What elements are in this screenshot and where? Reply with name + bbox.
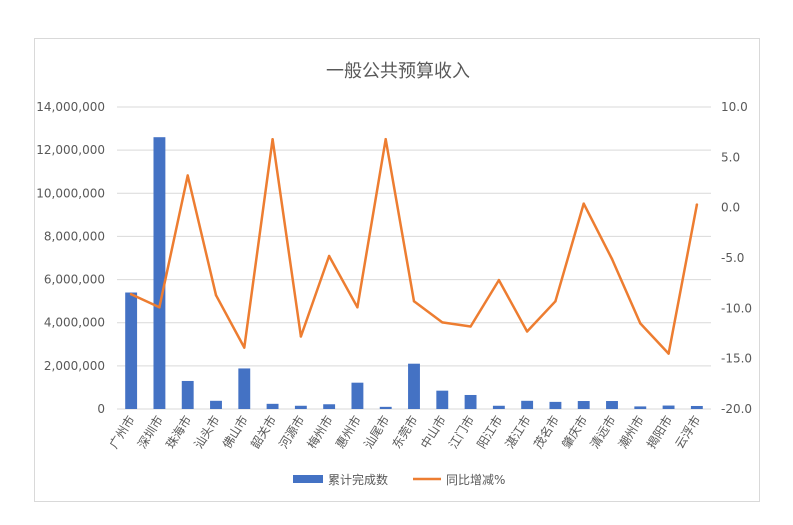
legend-label-line: 同比增减% — [446, 473, 505, 487]
chart-frame: 一般公共预算收入 0 2,000,000 4,000,000 6,000,000 8,0… — [34, 38, 760, 502]
line-point — [639, 322, 642, 325]
left-tick-label: 2,000,000 — [44, 359, 105, 373]
bar — [266, 403, 279, 409]
x-tick-label: 中山市 — [417, 413, 449, 451]
bar — [323, 404, 336, 409]
line-point — [610, 257, 614, 261]
x-tick-label: 江门市 — [445, 413, 477, 451]
legend: 累计完成数 同比增减% — [293, 472, 505, 487]
x-tick-label: 韶关市 — [247, 413, 279, 451]
line-point — [356, 306, 359, 309]
x-tick-label: 清远市 — [587, 413, 619, 451]
x-tick-label: 汕头市 — [191, 413, 223, 451]
bar — [351, 382, 364, 409]
bar-series — [125, 137, 703, 409]
line-point — [158, 306, 161, 309]
bar — [436, 390, 449, 409]
line-point — [525, 330, 529, 333]
line-point — [214, 294, 218, 297]
bar — [662, 405, 675, 409]
x-tick-label: 佛山市 — [219, 413, 251, 451]
bar — [577, 401, 590, 409]
bar — [464, 394, 477, 409]
right-tick-label: 10.0 — [721, 100, 748, 114]
line-point — [384, 138, 387, 141]
bar — [606, 401, 618, 409]
bar — [549, 401, 562, 409]
left-tick-label: 4,000,000 — [44, 316, 105, 330]
x-tick-label: 东莞市 — [389, 413, 421, 451]
bar — [294, 405, 307, 409]
x-tick-label: 潮州市 — [615, 413, 647, 451]
line-point — [186, 174, 189, 177]
left-tick-label: 14,000,000 — [36, 100, 105, 114]
left-tick-label: 8,000,000 — [44, 229, 105, 243]
bar — [408, 363, 420, 409]
line-point — [469, 325, 472, 328]
line-path — [129, 137, 699, 355]
line-point — [441, 321, 444, 324]
left-tick-label: 12,000,000 — [36, 143, 105, 157]
right-axis-ticks: -20.0 -15.0 -10.0 -5.0 0.0 5.0 10.0 — [721, 100, 752, 416]
left-axis-ticks: 0 2,000,000 4,000,000 6,000,000 8,000,000 10,… — [36, 100, 105, 416]
legend-label-bar: 累计完成数 — [328, 472, 388, 487]
right-tick-label: 0.0 — [721, 201, 740, 215]
x-tick-label: 阳江市 — [474, 413, 506, 451]
line-point — [327, 254, 331, 258]
bar — [238, 368, 251, 409]
x-tick-label: 惠州市 — [332, 413, 364, 451]
chart-title: 一般公共预算收入 — [326, 61, 470, 82]
x-tick-label: 河源市 — [276, 413, 308, 451]
bar — [492, 405, 505, 409]
chart: 一般公共预算收入 0 2,000,000 4,000,000 6,000,000 8,0… — [36, 61, 752, 487]
gridlines — [117, 106, 711, 410]
x-tick-label: 云浮市 — [672, 413, 704, 451]
right-tick-label: -5.0 — [721, 251, 744, 265]
line-point — [243, 346, 246, 349]
line-point — [129, 293, 133, 296]
x-tick-label: 茂名市 — [530, 413, 562, 451]
line-point — [695, 203, 699, 206]
x-tick-label: 肇庆市 — [558, 413, 590, 451]
legend-swatch-bar — [293, 475, 323, 483]
x-tick-label: 湛江市 — [502, 413, 534, 451]
bar — [125, 292, 138, 409]
line-point — [271, 138, 274, 141]
x-tick-label: 深圳市 — [134, 413, 166, 451]
line-point — [667, 352, 670, 355]
left-tick-label: 6,000,000 — [44, 273, 105, 287]
x-tick-label: 梅州市 — [304, 413, 336, 451]
x-tick-label: 汕尾市 — [360, 413, 392, 451]
bar — [521, 400, 534, 409]
bar — [181, 380, 194, 409]
left-tick-label: 0 — [97, 402, 105, 416]
line-point — [554, 300, 557, 303]
line-point — [497, 278, 501, 282]
line-point — [412, 300, 416, 303]
bar — [153, 137, 166, 409]
right-tick-label: 5.0 — [721, 150, 740, 164]
right-tick-label: -20.0 — [721, 402, 752, 416]
bar — [210, 400, 222, 409]
line-series — [129, 137, 699, 355]
x-axis-labels: 广州市深圳市珠海市汕头市佛山市韶关市河源市梅州市惠州市汕尾市东莞市中山市江门市阳… — [106, 413, 704, 451]
x-tick-label: 广州市 — [106, 413, 138, 451]
line-point — [582, 202, 585, 205]
right-tick-label: -10.0 — [721, 301, 752, 315]
bar — [634, 406, 647, 409]
bar — [379, 406, 392, 409]
x-tick-label: 揭阳市 — [643, 413, 675, 451]
left-tick-label: 10,000,000 — [36, 186, 105, 200]
right-tick-label: -15.0 — [721, 352, 752, 366]
bar — [690, 405, 703, 409]
line-point — [299, 335, 303, 338]
x-tick-label: 珠海市 — [162, 413, 194, 451]
